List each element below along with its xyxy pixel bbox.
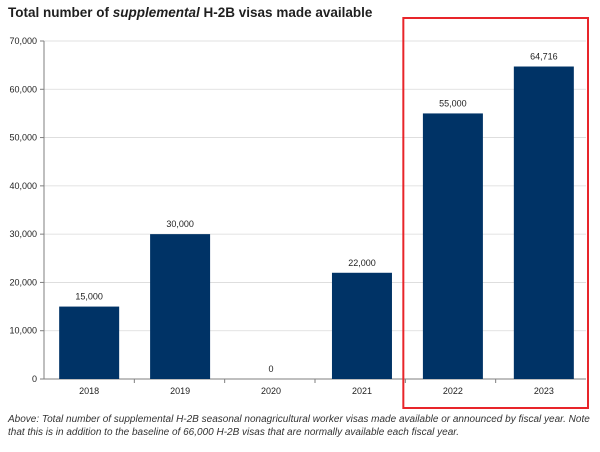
bar-2022: [422, 113, 483, 379]
y-tick-label: 0: [32, 374, 37, 384]
data-label-2019: 30,000: [166, 219, 194, 229]
bar-2021: [331, 272, 392, 379]
data-label-2022: 55,000: [439, 98, 467, 108]
bar-2019: [150, 234, 211, 379]
x-tick-label-2018: 2018: [79, 386, 99, 396]
y-tick-label: 10,000: [9, 326, 37, 336]
bar-chart: 0 10,000 20,000 30,000 40,000 50,000 60,000 70,…: [9, 17, 590, 409]
data-label-2021: 22,000: [348, 258, 376, 268]
y-tick-label: 20,000: [9, 277, 37, 287]
title-prefix: Total number of: [8, 5, 113, 20]
data-label-2023: 64,716: [530, 52, 558, 62]
y-tick-label: 50,000: [9, 133, 37, 143]
y-tick-label: 40,000: [9, 181, 37, 191]
chart-title: Total number of supplemental H-2B visas …: [8, 5, 372, 20]
highlight-box: [402, 17, 590, 409]
x-tick-label-2020: 2020: [261, 386, 281, 396]
data-label-2020: 0: [269, 364, 274, 374]
bar-2018: [59, 306, 120, 379]
data-label-2018: 15,000: [75, 292, 103, 302]
y-tick-label: 60,000: [9, 84, 37, 94]
x-tick-label-2022: 2022: [443, 386, 463, 396]
x-tick-label-2019: 2019: [170, 386, 190, 396]
x-tick-label-2023: 2023: [534, 386, 554, 396]
title-suffix: H-2B visas made available: [199, 5, 373, 20]
y-tick-label: 30,000: [9, 229, 37, 239]
y-tick-label: 70,000: [9, 36, 37, 46]
title-emphasis: supplemental: [112, 5, 200, 20]
x-tick-label-2021: 2021: [352, 386, 372, 396]
bar-2023: [513, 66, 574, 380]
chart-caption: Above: Total number of supplemental H-2B…: [8, 414, 590, 438]
